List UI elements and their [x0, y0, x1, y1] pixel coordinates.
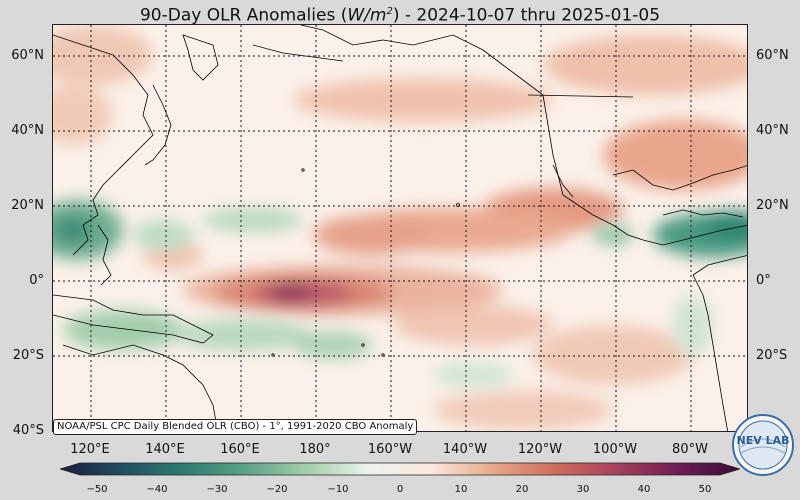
colorbar-tick-40: 40	[637, 484, 651, 495]
lat-label-20s-right: 20°S	[756, 348, 788, 363]
lat-label-60n-right: 60°N	[756, 48, 789, 63]
colorbar-tick-neg10: −10	[327, 484, 349, 495]
lat-label-40n-right: 40°N	[756, 123, 789, 138]
colorbar-tick-50: 50	[698, 484, 712, 495]
colorbar-tick-30: 30	[576, 484, 590, 495]
colorbar-tick-10: 10	[454, 484, 468, 495]
lat-label-60n: 60°N	[11, 48, 44, 63]
lon-label-120e: 120°E	[70, 442, 110, 457]
logo-text: NEV LAB	[737, 434, 790, 447]
lat-label-40s: 40°S	[12, 423, 44, 438]
colorbar-tick-neg50: −50	[86, 484, 108, 495]
lon-label-80w: 80°W	[672, 442, 708, 457]
map-title: 90-Day OLR Anomalies (W/m2) - 2024-10-07…	[139, 5, 661, 26]
lat-label-0: 0°	[29, 273, 44, 288]
colorbar-tick-neg40: −40	[146, 484, 168, 495]
graticule	[53, 25, 747, 431]
olr-anomaly-map	[52, 24, 748, 432]
colorbar	[60, 462, 740, 476]
map-svg	[53, 25, 747, 431]
data-source-note: NOAA/PSL CPC Daily Blended OLR (CBO) - 1…	[53, 419, 418, 435]
nevlab-globe-logo: NEV LAB	[732, 414, 794, 476]
colorbar-bar	[60, 462, 740, 476]
lon-label-140e: 140°E	[145, 442, 185, 457]
coastlines	[53, 25, 747, 431]
colorbar-tick-0: 0	[396, 484, 404, 495]
lat-label-0-right: 0°	[756, 273, 771, 288]
lon-label-120w: 120°W	[517, 442, 563, 457]
lon-label-160w: 160°W	[367, 442, 413, 457]
lon-label-160e: 160°E	[220, 442, 260, 457]
negative-anomaly-regions	[53, 200, 747, 387]
lon-label-100w: 100°W	[592, 442, 638, 457]
lat-label-40n: 40°N	[11, 123, 44, 138]
colorbar-tick-neg30: −30	[206, 484, 228, 495]
lon-label-140w: 140°W	[442, 442, 488, 457]
lat-label-20n-right: 20°N	[756, 198, 789, 213]
colorbar-tick-neg20: −20	[266, 484, 288, 495]
positive-anomaly-regions	[53, 25, 747, 430]
lat-label-20n: 20°N	[11, 198, 44, 213]
lon-label-180: 180°	[299, 442, 331, 457]
colorbar-tick-20: 20	[515, 484, 529, 495]
lat-label-20s: 20°S	[12, 348, 44, 363]
